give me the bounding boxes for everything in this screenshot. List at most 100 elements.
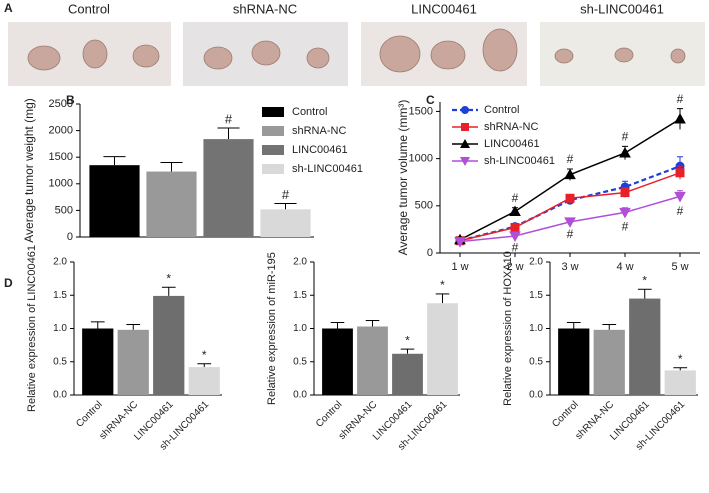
legend-label: LINC00461 <box>292 144 348 156</box>
legend-label: shRNA-NC <box>292 125 346 137</box>
legend-label: sh-LINC00461 <box>292 163 363 175</box>
bar <box>322 328 353 395</box>
y-tick-label: 0.0 <box>529 390 543 401</box>
y-tick-label: 0.5 <box>53 356 67 367</box>
annotation: * <box>642 273 647 287</box>
marker <box>509 231 521 243</box>
bar <box>188 367 220 395</box>
y-tick-label: 0.5 <box>529 356 543 367</box>
bar <box>392 353 423 395</box>
legend-swatch <box>262 126 284 136</box>
marker <box>564 217 576 228</box>
bar <box>82 328 114 395</box>
annotation: # <box>677 92 684 106</box>
y-tick-label: 2.0 <box>529 257 543 268</box>
y-tick-label: 2000 <box>49 125 73 137</box>
photos: Control shRNA-NC LINC00461 sh-LINC00461 <box>8 1 705 86</box>
y-tick-label: 2.0 <box>53 257 67 268</box>
marker <box>454 237 466 248</box>
y-tick-label: 2500 <box>49 98 73 110</box>
y-tick-label: 500 <box>55 204 73 216</box>
legend-marker <box>461 123 469 131</box>
y-tick-label: 1500 <box>49 151 73 163</box>
bar <box>593 329 625 395</box>
y-tick-label: 1000 <box>409 153 433 165</box>
bar <box>558 328 590 395</box>
annotation: * <box>678 352 683 366</box>
bar <box>153 295 185 395</box>
legend-marker <box>460 139 470 148</box>
x-tick-label: Control <box>314 399 345 430</box>
x-tick-label: 1 w <box>451 261 468 273</box>
marker <box>619 207 631 219</box>
legend-swatch <box>262 145 284 155</box>
marker <box>619 146 631 158</box>
marker <box>564 168 576 180</box>
panel-letter: B <box>66 93 75 107</box>
legend-label: shRNA-NC <box>484 121 538 133</box>
bar <box>89 165 140 237</box>
marker <box>620 188 630 198</box>
annotation: * <box>405 333 410 347</box>
marker <box>675 168 685 178</box>
panel-letter: D <box>4 276 13 290</box>
y-tick-label: 0 <box>427 247 433 259</box>
panel-letter: A <box>4 1 13 15</box>
annotation: # <box>622 219 629 233</box>
y-axis-label: Relative expression of miR-195 <box>266 252 278 405</box>
x-tick-label: Control <box>550 399 581 430</box>
marker <box>510 223 520 233</box>
annotation: # <box>512 241 519 255</box>
annotation: # <box>677 204 684 218</box>
annotation: # <box>622 130 629 144</box>
legend-marker <box>461 106 469 114</box>
legend-marker <box>460 157 470 166</box>
marker <box>565 193 575 203</box>
bar <box>260 209 311 237</box>
annotation: * <box>166 271 171 285</box>
y-axis-label: Relative expression of LINC00461 <box>26 245 38 412</box>
y-tick-label: 1.0 <box>529 323 543 334</box>
y-tick-label: 1000 <box>49 178 73 190</box>
y-tick-label: 1.0 <box>293 323 307 334</box>
y-tick-label: 1.5 <box>53 290 67 301</box>
annotation: * <box>202 348 207 362</box>
photo-label: shRNA-NC <box>233 1 297 16</box>
x-tick-label: 4 w <box>616 261 633 273</box>
y-tick-label: 1.5 <box>293 290 307 301</box>
legend-label: sh-LINC00461 <box>484 155 555 167</box>
annotation: # <box>567 152 574 166</box>
annotation: # <box>567 227 574 241</box>
bar <box>117 329 149 395</box>
y-axis-label: Relative expression of HOXA10 <box>502 251 514 406</box>
marker <box>509 205 521 216</box>
annotation: # <box>512 191 519 205</box>
x-tick-label: 3 w <box>561 261 578 273</box>
x-tick-label: 5 w <box>671 261 688 273</box>
bar <box>357 326 388 395</box>
y-tick-label: 0 <box>67 231 73 243</box>
y-tick-label: 1.5 <box>529 290 543 301</box>
y-tick-label: 0.0 <box>53 390 67 401</box>
y-tick-label: 1500 <box>409 105 433 117</box>
legend-label: Control <box>292 106 327 118</box>
annotation: # <box>282 187 290 202</box>
marker <box>674 191 686 203</box>
legend-label: LINC00461 <box>484 138 540 150</box>
legend-swatch <box>262 107 284 117</box>
photo-label: sh-LINC00461 <box>580 1 664 16</box>
x-tick-label: 2 w <box>506 261 523 273</box>
y-axis-label: Average tumor volume (mm³) <box>396 100 410 256</box>
series-line <box>459 165 681 242</box>
y-tick-label: 0.0 <box>293 390 307 401</box>
annotation: # <box>225 111 233 126</box>
bar <box>629 298 661 395</box>
bar <box>146 171 197 237</box>
bar <box>664 370 696 395</box>
y-tick-label: 2.0 <box>293 257 307 268</box>
photo-label: Control <box>68 1 110 16</box>
annotation: * <box>440 278 445 292</box>
legend-label: Control <box>484 104 519 116</box>
x-tick-label: Control <box>74 399 105 430</box>
